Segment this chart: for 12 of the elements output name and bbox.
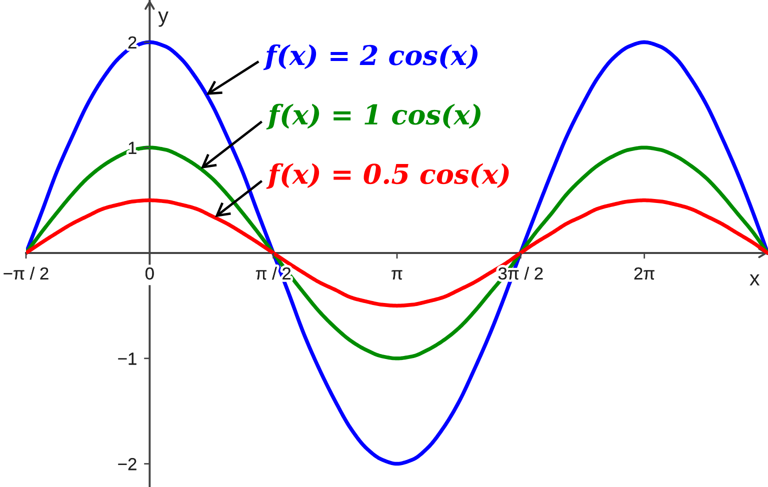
annotation: f(x) = 0.5 cos(x) [266,163,509,189]
x-tick-label: −π / 2 [4,266,48,280]
x-tick-label: π [392,270,402,280]
annotation: f(x) = 2 cos(x) [263,44,478,70]
x-tick-label: 2π [634,267,654,280]
x-tick-label: 0 [146,267,154,280]
y-tick-label: −1 [118,352,136,365]
y-tick-label: −2 [118,458,136,470]
y-axis-title: y [158,11,168,27]
x-axis-title: x [750,274,760,286]
annotation: f(x) = 1 cos(x) [266,104,480,130]
x-tick-label: π / 2 [256,266,291,280]
